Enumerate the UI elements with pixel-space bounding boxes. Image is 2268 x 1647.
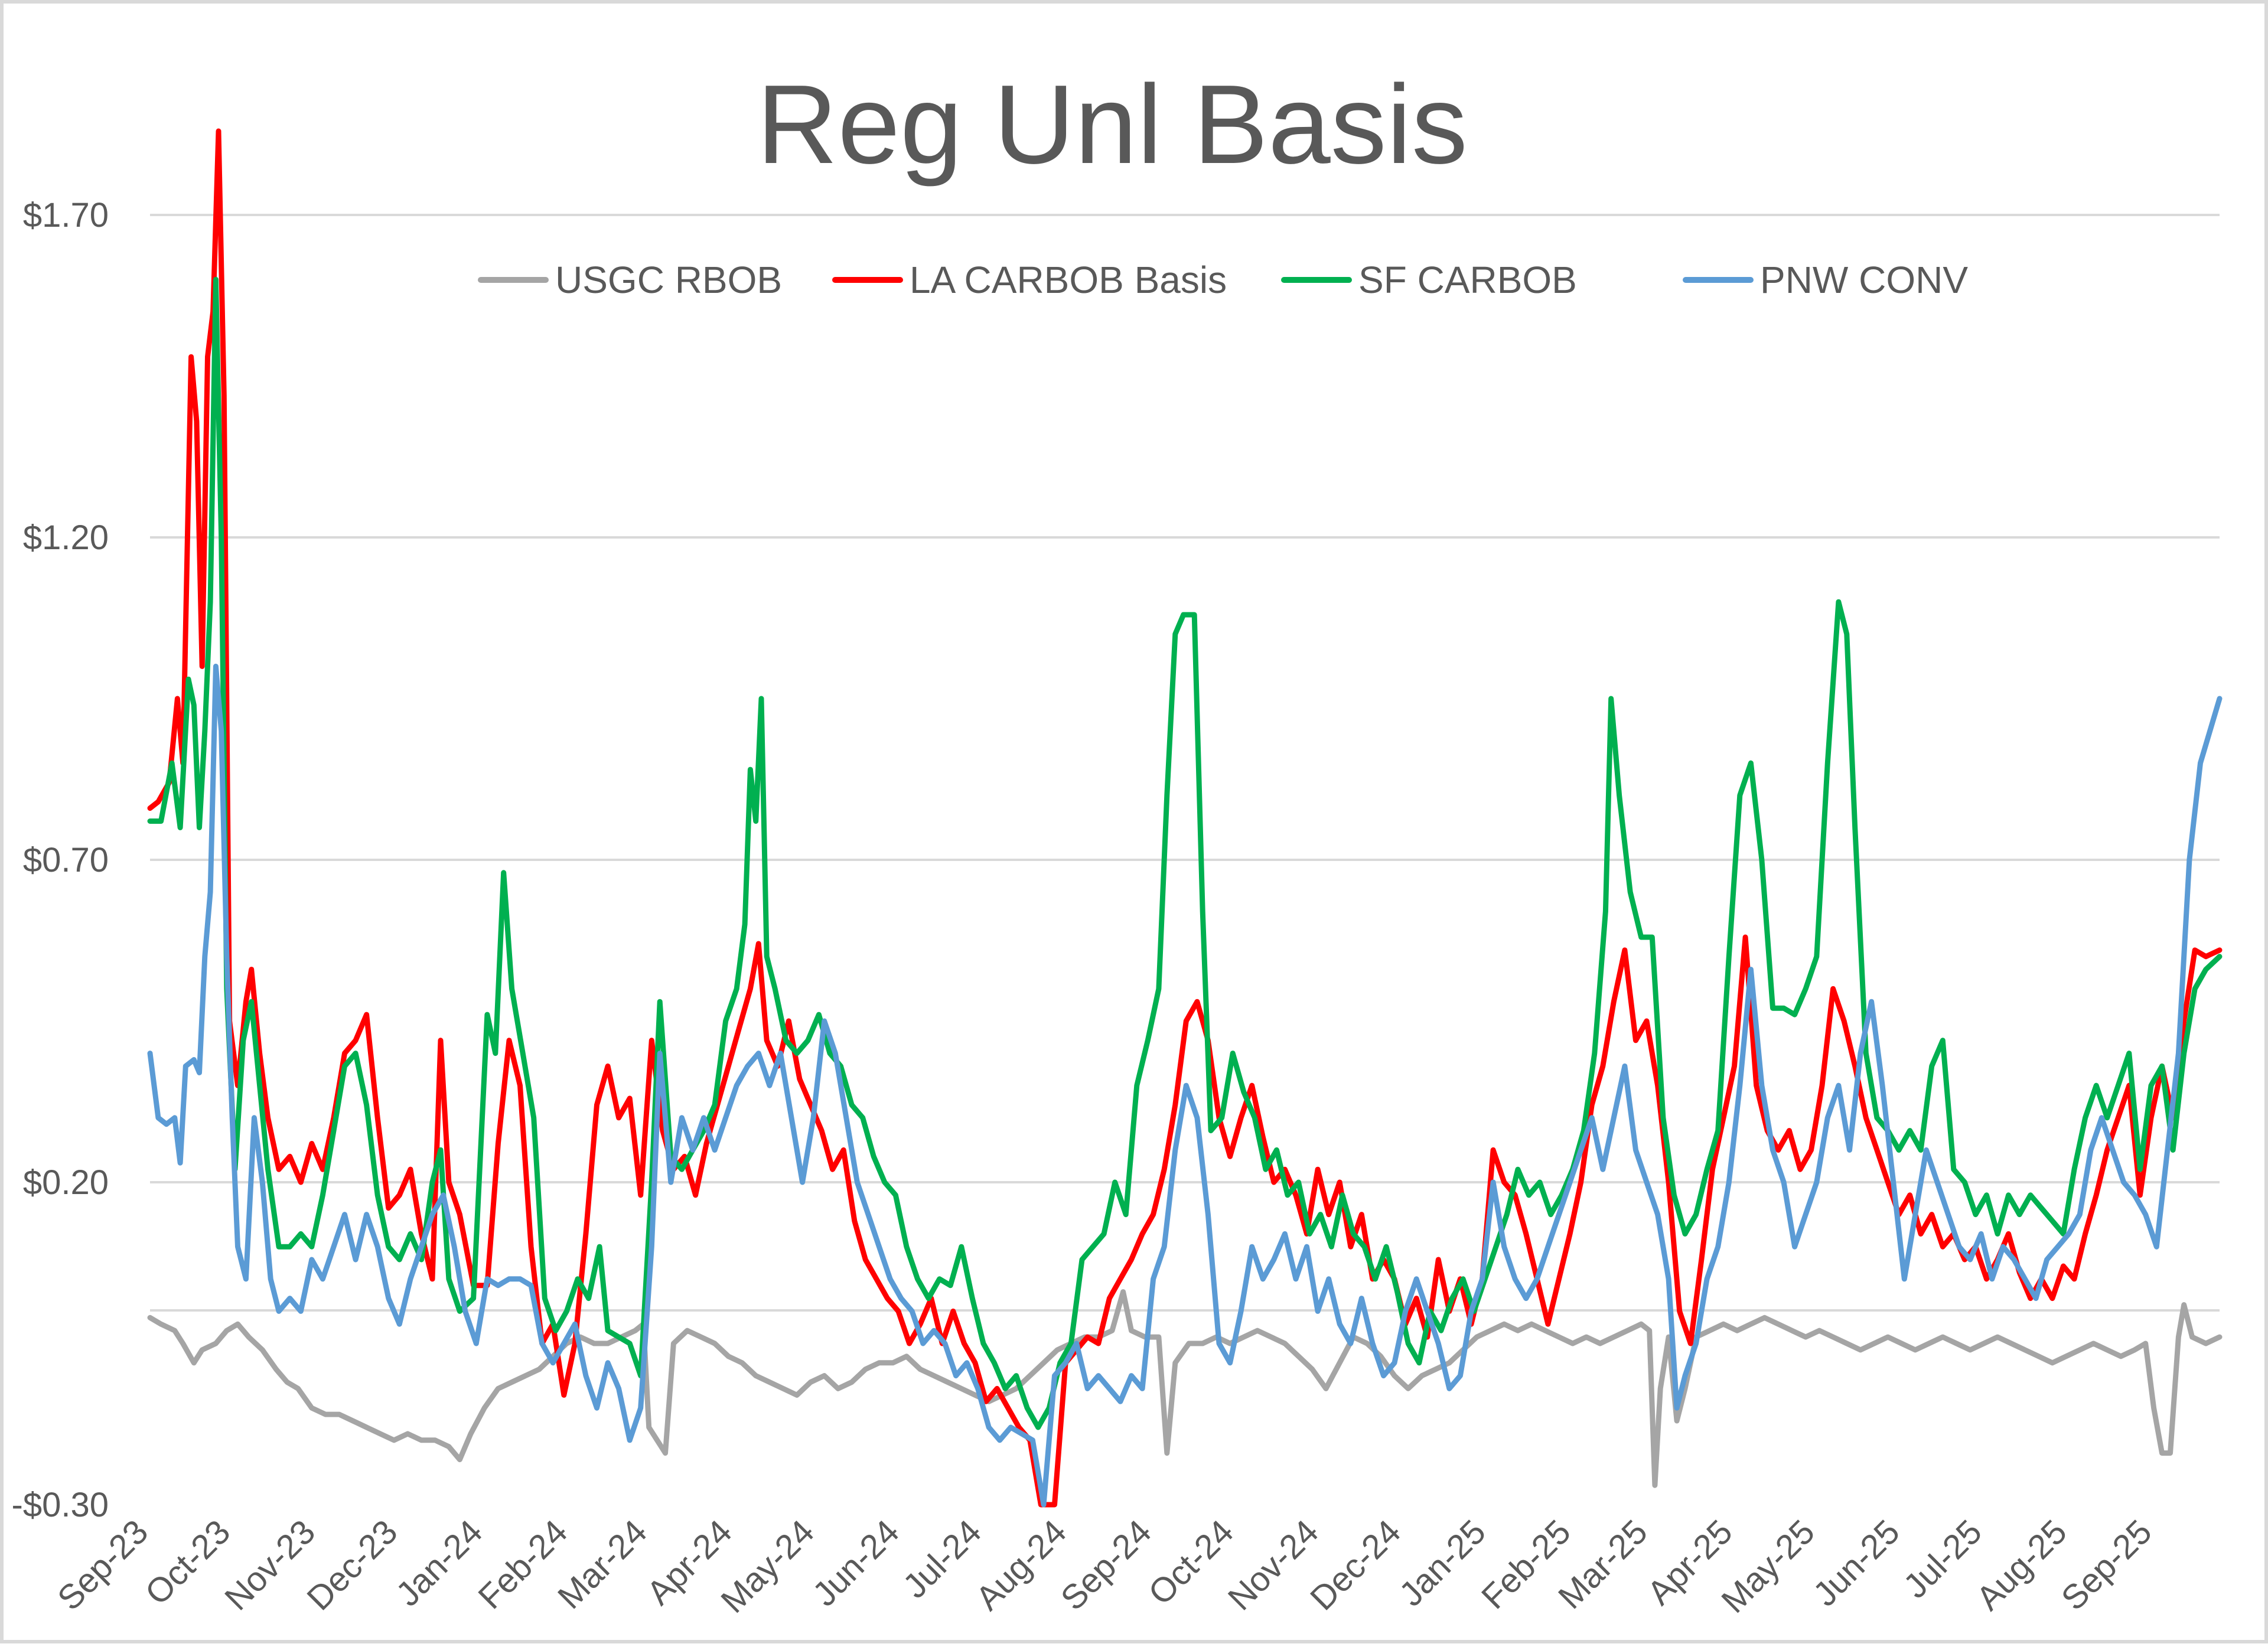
x-tick-label: Mar-25 — [1551, 1512, 1655, 1616]
y-tick-label: -$0.30 — [12, 1486, 109, 1524]
y-tick-label: $1.70 — [23, 196, 109, 234]
legend-label: LA CARBOB Basis — [910, 259, 1227, 301]
y-tick-label: $0.20 — [23, 1163, 109, 1202]
x-tick-label: May-25 — [1714, 1512, 1822, 1620]
legend-item: SF CARBOB — [1281, 259, 1577, 301]
x-tick-label: Aug-24 — [969, 1512, 1074, 1617]
x-axis-tick-labels: Sep-23Oct-23Nov-23Dec-23Jan-24Feb-24Mar-… — [50, 1512, 2159, 1620]
x-tick-label: Jun-24 — [805, 1512, 906, 1613]
x-tick-label: Jan-25 — [1392, 1512, 1493, 1613]
x-tick-label: Nov-24 — [1221, 1512, 1326, 1617]
x-tick-label: Aug-25 — [1969, 1512, 2074, 1617]
x-tick-label: Sep-23 — [50, 1512, 155, 1617]
x-tick-label: Mar-24 — [550, 1512, 654, 1616]
legend-item: USGC RBOB — [478, 259, 782, 301]
legend-item: PNW CONV — [1683, 259, 1968, 301]
y-tick-label: $1.20 — [23, 518, 109, 557]
legend: USGC RBOB LA CARBOB Basis SF CARBOB PNW CON… — [478, 259, 1968, 301]
series-line-usgc-rbob — [147, 1289, 2223, 1488]
x-tick-label: Oct-24 — [1141, 1512, 1241, 1612]
chart-title: Reg Unl Basis — [757, 62, 1468, 187]
x-tick-label: May-24 — [713, 1512, 822, 1620]
x-tick-label: Oct-23 — [138, 1512, 237, 1612]
x-tick-label: Sep-24 — [1054, 1512, 1159, 1617]
legend-label: SF CARBOB — [1358, 259, 1577, 301]
y-tick-label: $0.70 — [23, 841, 109, 879]
legend-label: USGC RBOB — [555, 259, 782, 301]
series-line-pnw-conv — [147, 663, 2223, 1508]
y-axis-tick-labels: $1.70 $1.20 $0.70 $0.20 -$0.30 — [12, 196, 109, 1524]
series-lines — [147, 128, 2223, 1508]
x-tick-label: Dec-24 — [1303, 1512, 1408, 1617]
x-tick-label: Nov-23 — [217, 1512, 322, 1617]
x-tick-label: Sep-25 — [2054, 1512, 2159, 1617]
x-tick-label: Jun-25 — [1806, 1512, 1907, 1613]
series-line-sf-carbob — [147, 276, 2223, 1430]
legend-item: LA CARBOB Basis — [832, 259, 1227, 301]
legend-label: PNW CONV — [1760, 259, 1968, 301]
x-tick-label: Jan-24 — [389, 1512, 490, 1613]
reg-unl-basis-chart: Reg Unl Basis $1.70 $1.20 $0.70 $0.20 -$0.30… — [12, 62, 2223, 1620]
x-tick-label: Dec-23 — [299, 1512, 405, 1617]
gridlines — [150, 214, 2220, 1312]
x-tick-label: Feb-24 — [471, 1512, 575, 1616]
